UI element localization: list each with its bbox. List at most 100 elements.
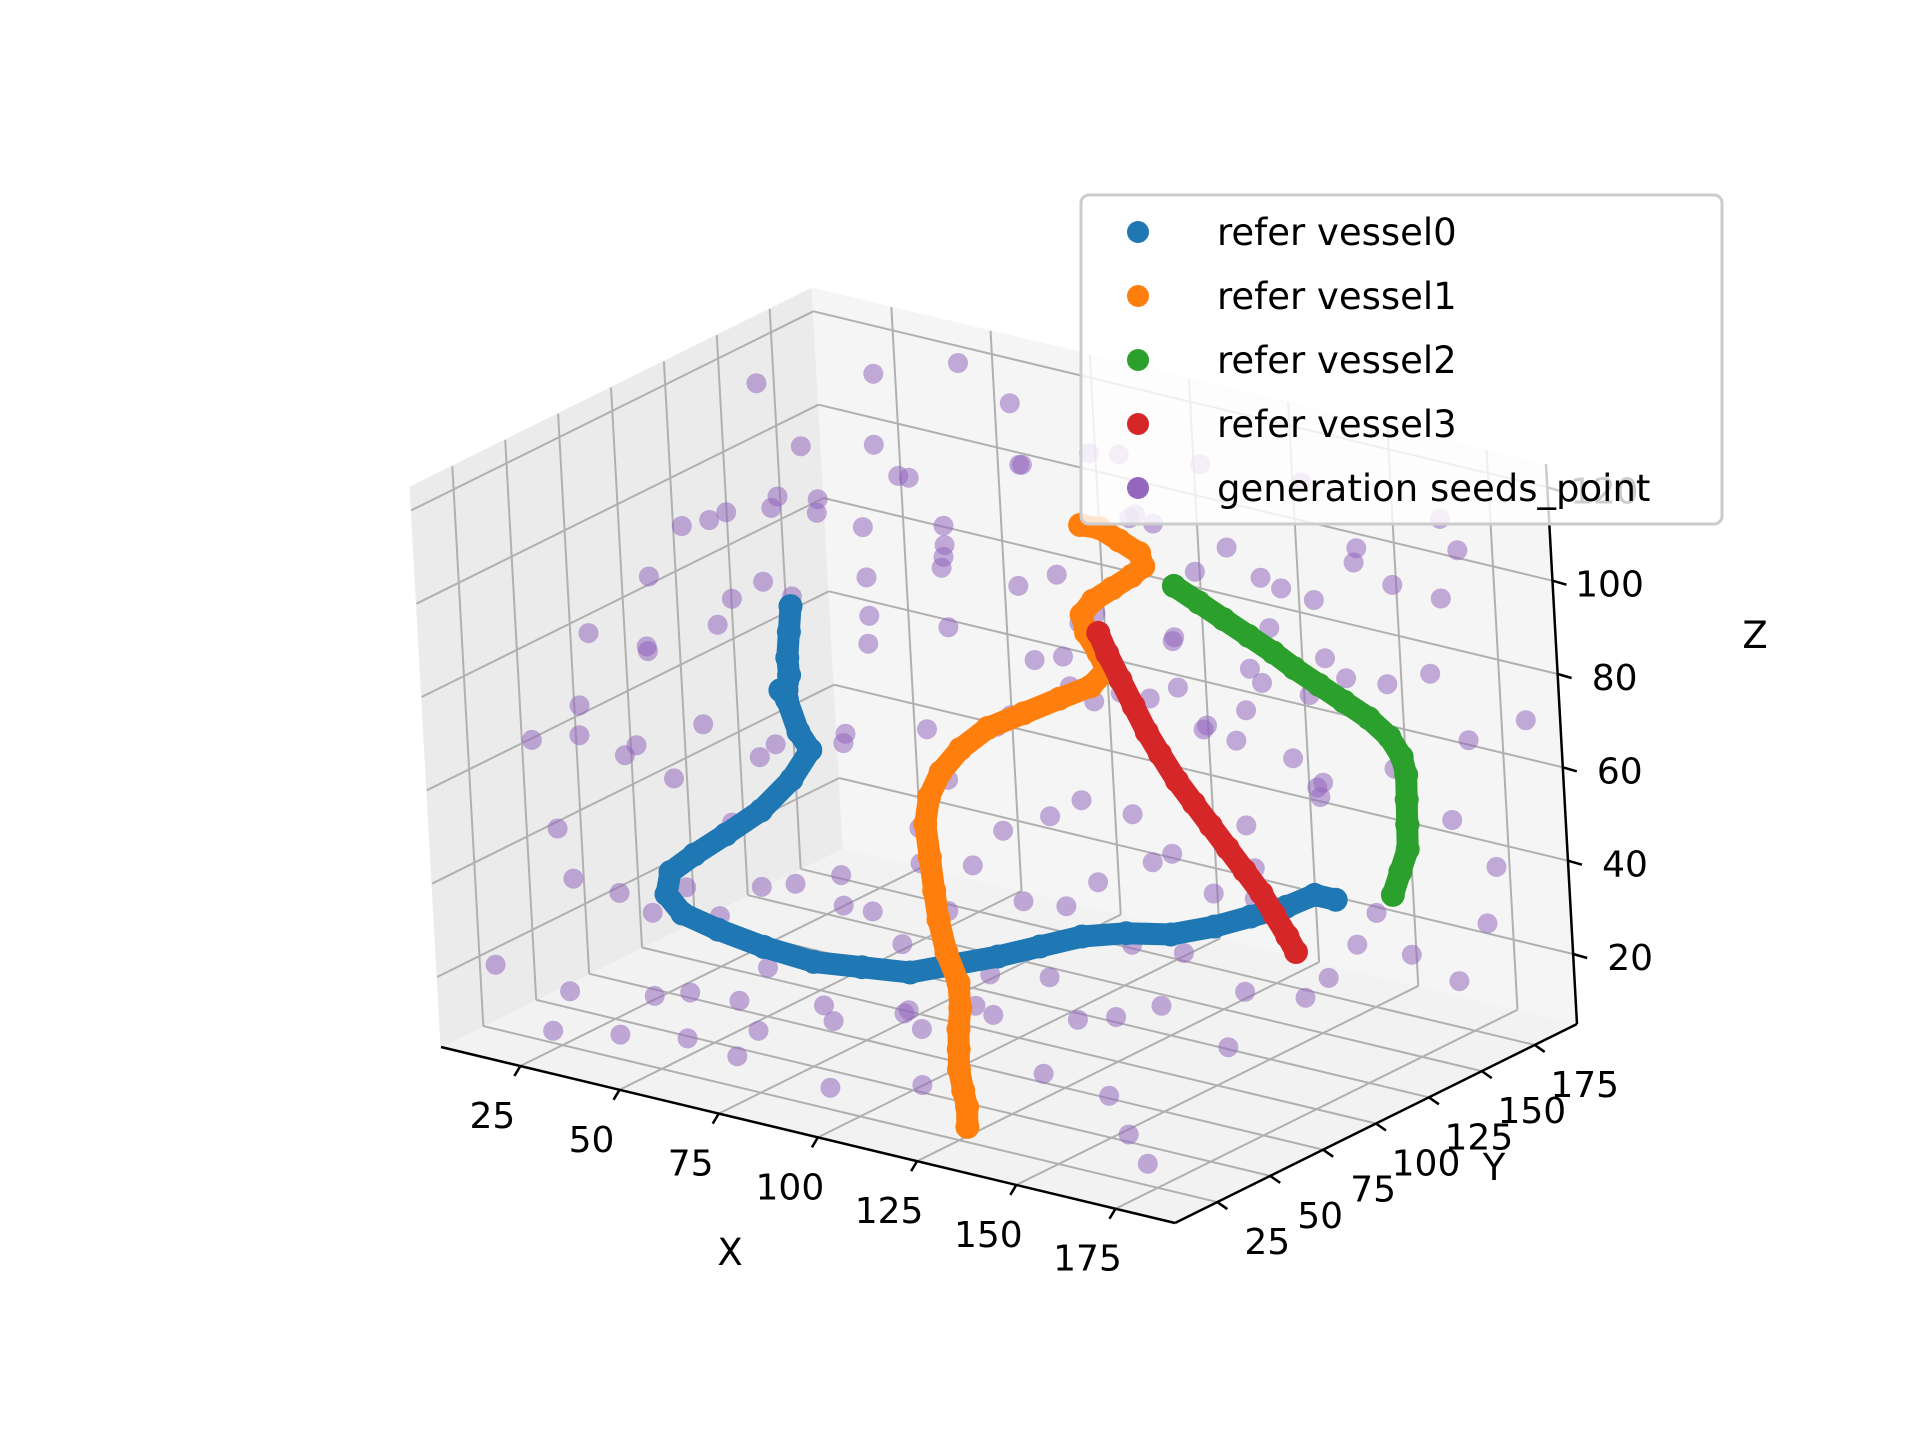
legend-box xyxy=(1079,193,1724,526)
x-tick xyxy=(810,1136,819,1149)
z-gridline-back xyxy=(833,683,1569,862)
vessel-point xyxy=(948,996,973,1020)
seed-point xyxy=(1239,658,1260,679)
seed-point xyxy=(898,467,919,488)
vessel-point xyxy=(913,811,938,836)
x-gridline-back xyxy=(890,306,924,868)
z-tick xyxy=(1562,766,1578,773)
vessel-point xyxy=(1238,904,1263,929)
seed-point xyxy=(1252,672,1272,693)
vessel-point xyxy=(654,882,679,907)
seed-point xyxy=(543,1020,564,1041)
y-tick-label: 125 xyxy=(1445,1117,1514,1158)
z-gridline-back xyxy=(838,777,1574,955)
vessel-point xyxy=(775,687,799,712)
vessel-point xyxy=(934,940,959,965)
seed-point xyxy=(1122,804,1143,825)
vessel-point xyxy=(946,1037,971,1062)
vessel-point xyxy=(926,907,951,932)
vessel-point xyxy=(922,878,947,903)
seed-point xyxy=(863,363,884,384)
vessel-point xyxy=(1394,787,1419,812)
seed-point xyxy=(1216,537,1237,558)
seed-point xyxy=(934,535,955,556)
x-tick xyxy=(513,1065,522,1077)
vessel-point xyxy=(898,960,923,985)
vessel-point xyxy=(682,842,707,867)
series-vessel2 xyxy=(1161,573,1420,907)
seed-point xyxy=(1366,902,1387,923)
seed-point xyxy=(1259,618,1280,639)
vessel-point xyxy=(1215,836,1240,861)
vessel-point xyxy=(1198,813,1223,838)
seed-point xyxy=(858,633,879,654)
seed-point xyxy=(863,434,884,455)
vessel-point xyxy=(955,1114,980,1139)
vessel-point xyxy=(1127,541,1152,566)
y-gridline-left xyxy=(504,439,538,1000)
seed-point xyxy=(833,895,854,916)
seed-point xyxy=(1442,810,1463,830)
vessel-point xyxy=(775,645,800,670)
seed-point xyxy=(938,617,959,638)
seed-point xyxy=(1420,663,1441,684)
vessel-point xyxy=(1161,573,1186,598)
vessel-point xyxy=(670,901,695,926)
seed-point xyxy=(862,901,883,922)
legend-marker-seeds xyxy=(1127,477,1149,499)
vessel-point xyxy=(749,798,773,823)
seed-point xyxy=(852,517,873,538)
vessel-point xyxy=(1388,860,1413,884)
seed-point xyxy=(1449,971,1470,992)
seed-point xyxy=(898,1000,919,1021)
seed-point xyxy=(1053,646,1073,667)
z-tick xyxy=(1567,859,1583,866)
vessel-point xyxy=(1331,689,1356,714)
vessel-point xyxy=(706,917,731,942)
vessel-point xyxy=(1282,656,1307,681)
vessel-point xyxy=(917,845,942,870)
vessel-point xyxy=(975,715,1000,740)
seed-point xyxy=(1347,934,1368,955)
vessel-point xyxy=(779,767,804,792)
seed-point xyxy=(1013,891,1034,912)
vessel-point xyxy=(1380,882,1405,907)
y-tick-label: 175 xyxy=(1550,1065,1619,1106)
seed-point xyxy=(948,353,968,373)
seed-point xyxy=(758,957,778,978)
seed-point xyxy=(1046,564,1067,585)
seed-point xyxy=(1151,995,1172,1016)
seed-point xyxy=(859,605,880,626)
seed-point xyxy=(823,1011,844,1031)
legend-label-vessel3: refer vessel3 xyxy=(1217,403,1457,446)
seed-point xyxy=(1486,856,1507,877)
seed-point xyxy=(1515,710,1536,731)
seed-point xyxy=(1250,567,1271,588)
y-gridline-floor xyxy=(747,894,1483,1073)
vessel-point xyxy=(786,719,811,744)
x-gridline-back xyxy=(989,330,1023,891)
vessel-point xyxy=(1275,924,1300,949)
seed-point xyxy=(707,614,728,635)
y-tick-label: 150 xyxy=(1497,1091,1566,1132)
x-tick-label: 100 xyxy=(756,1167,825,1208)
seed-point xyxy=(1039,967,1060,988)
seed-point xyxy=(626,735,647,756)
seed-point xyxy=(1303,590,1324,610)
seed-point xyxy=(911,1019,932,1039)
seed-point xyxy=(721,588,742,609)
z-tick xyxy=(1572,952,1588,960)
y-gridline-left xyxy=(610,387,643,948)
z-tick-label: 60 xyxy=(1597,751,1643,792)
vessel-point xyxy=(1202,914,1227,939)
legend: refer vessel0 refer vessel1 refer vessel… xyxy=(1079,193,1724,526)
x-tick-label: 25 xyxy=(469,1096,515,1137)
y-tick-label: 100 xyxy=(1392,1144,1461,1185)
y-gridline-left xyxy=(715,335,749,896)
z-gridline-left xyxy=(416,403,819,605)
seed-point xyxy=(1203,883,1224,904)
x-tick xyxy=(1009,1184,1018,1196)
seed-point xyxy=(1197,715,1217,736)
seed-point xyxy=(693,714,714,735)
seed-point xyxy=(560,981,581,1002)
